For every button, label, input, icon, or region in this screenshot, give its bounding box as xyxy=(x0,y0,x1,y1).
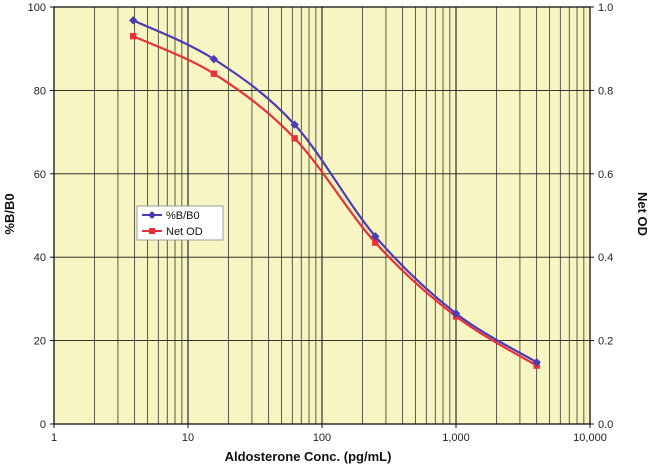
grid xyxy=(54,7,590,424)
x-tick-label: 1 xyxy=(51,432,57,444)
x-tick-label: 100 xyxy=(313,432,331,444)
legend-label-net-od: Net OD xyxy=(166,226,203,238)
point-net-od xyxy=(210,70,218,77)
x-tick-label: 10,000 xyxy=(573,432,607,444)
legend-marker-net-od xyxy=(149,228,155,234)
y2-tick-label: 0.0 xyxy=(598,419,613,431)
axes: 1 10 100 1,000 10,000 0 20 40 60 80 100 0.0 0.2 0.4 0.… xyxy=(28,2,614,444)
y-tick-label: 80 xyxy=(34,85,46,97)
legend: %B/B0 Net OD xyxy=(136,205,224,241)
point-net-od xyxy=(291,135,298,142)
legend-label-b-b0: %B/B0 xyxy=(166,210,200,222)
y2-tick-label: 1.0 xyxy=(598,2,613,14)
point-b-b0 xyxy=(290,120,299,129)
y-tick-label: 100 xyxy=(28,2,46,14)
point-b-b0 xyxy=(532,358,541,367)
y-axis-title: %B/B0 xyxy=(2,193,17,234)
y2-tick-label: 0.8 xyxy=(598,85,613,97)
y2-axis-title: Net OD xyxy=(635,192,650,236)
y2-tick-label: 0.2 xyxy=(598,336,613,348)
point-b-b0 xyxy=(209,54,219,64)
point-b-b0 xyxy=(371,232,380,241)
series-line-b-b0 xyxy=(132,19,538,364)
point-net-od xyxy=(372,239,379,246)
x-tick-label: 10 xyxy=(182,432,194,444)
x-axis-title: Aldosterone Conc. (pg/mL) xyxy=(225,449,392,464)
y2-tick-label: 0.6 xyxy=(598,169,613,181)
y-tick-label: 20 xyxy=(34,336,46,348)
point-b-b0 xyxy=(129,16,138,25)
point-b-b0 xyxy=(451,309,461,318)
y-tick-label: 60 xyxy=(34,169,46,181)
point-net-od xyxy=(130,32,137,40)
legend-marker-b-b0 xyxy=(148,211,156,219)
y2-tick-label: 0.4 xyxy=(598,252,613,264)
y-tick-label: 40 xyxy=(34,252,46,264)
y-tick-label: 0 xyxy=(40,419,46,431)
x-tick-label: 1,000 xyxy=(442,432,470,444)
series-layer xyxy=(129,16,541,369)
